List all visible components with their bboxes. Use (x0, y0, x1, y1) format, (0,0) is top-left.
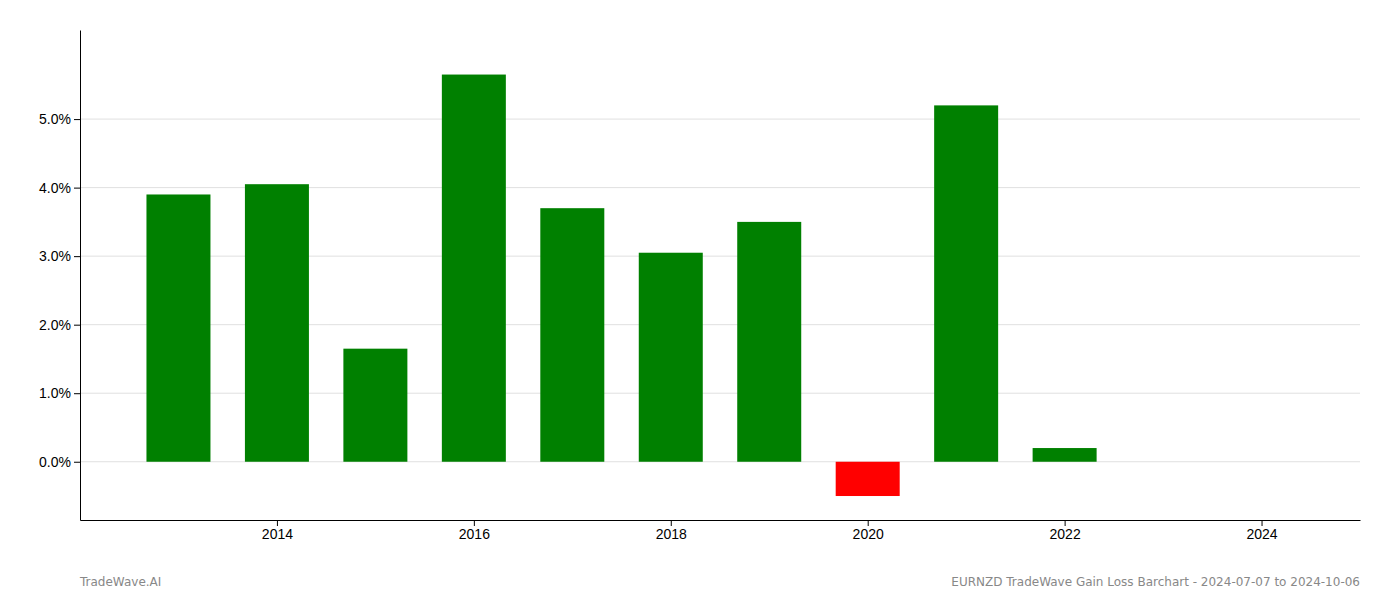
tick-mark (74, 119, 80, 120)
tick: 2016 (459, 520, 490, 542)
tick-mark (74, 325, 80, 326)
bar (737, 222, 801, 462)
footer: TradeWave.AI (79, 575, 161, 589)
tick: 0.0% (39, 454, 80, 470)
bar (1033, 448, 1097, 462)
tick-mark (74, 188, 80, 189)
tick-label: 2022 (1050, 526, 1081, 542)
tick: 2022 (1050, 520, 1081, 542)
chart: 2014 2016 2018 2020 2022 2024 0.0% 1.0% 2.0% 3.0%… (0, 0, 1400, 600)
axis-line (80, 31, 81, 521)
bar (836, 462, 900, 496)
plot: 2014 2016 2018 2020 2022 2024 0.0% 1.0% 2.0% 3.0%… (39, 31, 1360, 542)
bar (934, 105, 998, 461)
grid (80, 119, 1360, 462)
bar (540, 208, 604, 462)
tick-mark (74, 393, 80, 394)
tick-label: 5.0% (39, 111, 71, 127)
bar (1131, 461, 1195, 462)
tick: 3.0% (39, 248, 80, 264)
tick-label: 0.0% (39, 454, 71, 470)
tick: 2018 (656, 520, 687, 542)
tick-label: 2024 (1246, 526, 1277, 542)
bar (245, 184, 309, 462)
tick: 2024 (1246, 520, 1277, 542)
bar (343, 349, 407, 462)
tick-mark (74, 462, 80, 463)
bar (639, 253, 703, 462)
tick-mark (74, 256, 80, 257)
tick-label: 4.0% (39, 180, 71, 196)
tick-label: 2014 (262, 526, 293, 542)
y-axis: 0.0% 1.0% 2.0% 3.0% 4.0% 5.0% (39, 31, 80, 521)
bars (146, 75, 1096, 496)
tick-label: 3.0% (39, 248, 71, 264)
tick-label: 1.0% (39, 385, 71, 401)
tick-label: 2018 (656, 526, 687, 542)
tick: 5.0% (39, 111, 80, 127)
x-axis: 2014 2016 2018 2020 2022 2024 (81, 520, 1361, 542)
tick: 2014 (262, 520, 293, 542)
tick-label: 2.0% (39, 317, 71, 333)
tick-label: 2020 (853, 526, 884, 542)
axis-line (81, 520, 1361, 521)
tick-label: 2016 (459, 526, 490, 542)
grid-line (80, 119, 1360, 120)
tick: 1.0% (39, 385, 80, 401)
bar (442, 75, 506, 462)
footer: EURNZD TradeWave Gain Loss Barchart - 20… (951, 575, 1360, 589)
tick: 2.0% (39, 317, 80, 333)
tick: 2020 (853, 520, 884, 542)
tick: 4.0% (39, 180, 80, 196)
bar (146, 194, 210, 461)
